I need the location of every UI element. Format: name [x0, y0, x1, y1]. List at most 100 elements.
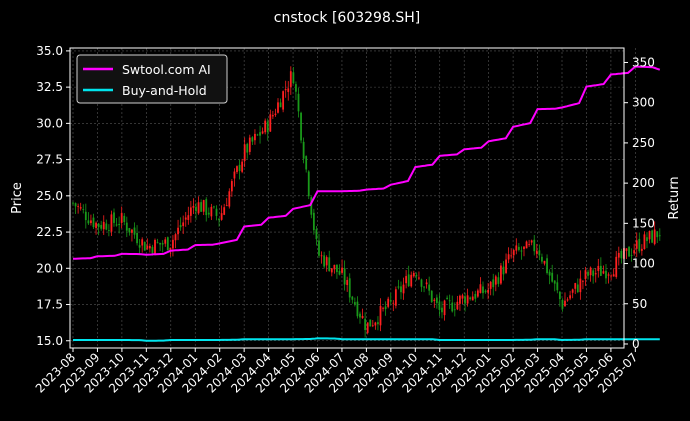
candle-body: [389, 299, 392, 302]
candle-body: [154, 239, 156, 256]
candle-body: [364, 318, 367, 330]
candle-body: [361, 315, 364, 319]
candle-body: [82, 209, 85, 210]
candle-body: [525, 241, 528, 249]
candle-body: [502, 266, 505, 275]
candle-body: [489, 281, 492, 289]
candle-body: [469, 297, 472, 300]
y-axis-right-label: Return: [667, 176, 682, 219]
candle-body: [213, 206, 215, 208]
candle-body: [530, 240, 533, 243]
candle-body: [74, 203, 77, 207]
candle-body: [448, 300, 451, 302]
candle-body: [297, 93, 300, 112]
candle-body: [84, 211, 87, 221]
candle-body: [164, 239, 167, 244]
candle-body: [351, 296, 354, 300]
candle-body: [246, 143, 249, 153]
candle-body: [356, 301, 359, 317]
candle-body: [179, 225, 182, 228]
candle-body: [346, 279, 349, 286]
candle-body: [287, 88, 290, 92]
y-tick-left-label: 20.0: [36, 261, 63, 275]
candle-body: [189, 207, 192, 216]
candle-body: [107, 230, 110, 231]
chart-title: cnstock [603298.SH]: [274, 10, 420, 26]
candle-body: [359, 313, 361, 318]
candle-body: [197, 202, 200, 214]
candle-body: [418, 277, 420, 279]
candle-body: [579, 278, 582, 293]
candle-body: [630, 254, 633, 256]
candle-body: [336, 264, 338, 273]
y-tick-right-label: 250: [632, 136, 655, 150]
candle-body: [482, 286, 484, 294]
candle-body: [476, 290, 479, 297]
candle-body: [143, 242, 146, 251]
candle-body: [210, 206, 213, 217]
candle-body: [102, 221, 105, 230]
y-tick-left-label: 25.0: [36, 189, 63, 203]
candle-body: [420, 279, 423, 287]
candle-body: [428, 284, 431, 291]
candle-body: [341, 267, 343, 273]
y-axis-left-label: Price: [10, 182, 25, 214]
candle-body: [610, 275, 613, 277]
y-tick-left-label: 22.5: [36, 225, 63, 239]
candle-body: [605, 270, 607, 279]
candle-body: [456, 301, 459, 310]
candle-body: [461, 295, 464, 299]
candle-body: [230, 181, 233, 192]
candle-body: [459, 295, 461, 304]
candle-body: [251, 137, 254, 142]
candle-body: [651, 230, 654, 243]
strategy-return-line: [73, 65, 661, 260]
candle-body: [115, 224, 118, 226]
candle-body: [241, 161, 244, 172]
candle-body: [225, 205, 228, 207]
candle-body: [187, 215, 190, 220]
candle-body: [261, 131, 264, 134]
candle-body: [397, 286, 400, 288]
y-tick-right-label: 200: [632, 176, 655, 190]
candle-body: [87, 220, 90, 224]
candle-body: [202, 200, 205, 212]
candle-body: [279, 102, 282, 108]
candle-body: [617, 252, 620, 258]
candle-body: [528, 243, 531, 245]
candle-body: [79, 207, 82, 209]
candle-body: [551, 272, 554, 282]
candle-body: [302, 141, 305, 159]
candle-body: [594, 273, 597, 275]
return-lines: [73, 65, 661, 342]
candle-body: [223, 207, 226, 215]
candle-body: [410, 274, 413, 287]
candle-body: [72, 202, 74, 204]
candlesticks: [72, 66, 661, 338]
candle-body: [474, 293, 477, 299]
candle-body: [633, 250, 636, 254]
candle-body: [151, 246, 154, 254]
candle-body: [184, 217, 187, 220]
candle-body: [292, 72, 295, 84]
candle-body: [236, 166, 238, 173]
candle-body: [394, 289, 397, 306]
candle-body: [259, 132, 261, 136]
candle-body: [269, 114, 272, 132]
candle-body: [430, 290, 433, 302]
candle-body: [200, 202, 203, 212]
candle-body: [438, 301, 441, 310]
y-tick-left-label: 15.0: [36, 334, 63, 348]
candle-body: [640, 248, 643, 251]
y-tick-right-label: 300: [632, 96, 655, 110]
candle-body: [256, 134, 259, 136]
legend: Swtool.com AI Buy-and-Hold: [76, 54, 228, 104]
candle-body: [233, 171, 236, 179]
candle-body: [128, 228, 131, 233]
candle-body: [264, 120, 267, 133]
candle-body: [582, 280, 584, 282]
candle-body: [643, 234, 646, 250]
candle-body: [615, 256, 618, 277]
candle-body: [343, 268, 346, 285]
